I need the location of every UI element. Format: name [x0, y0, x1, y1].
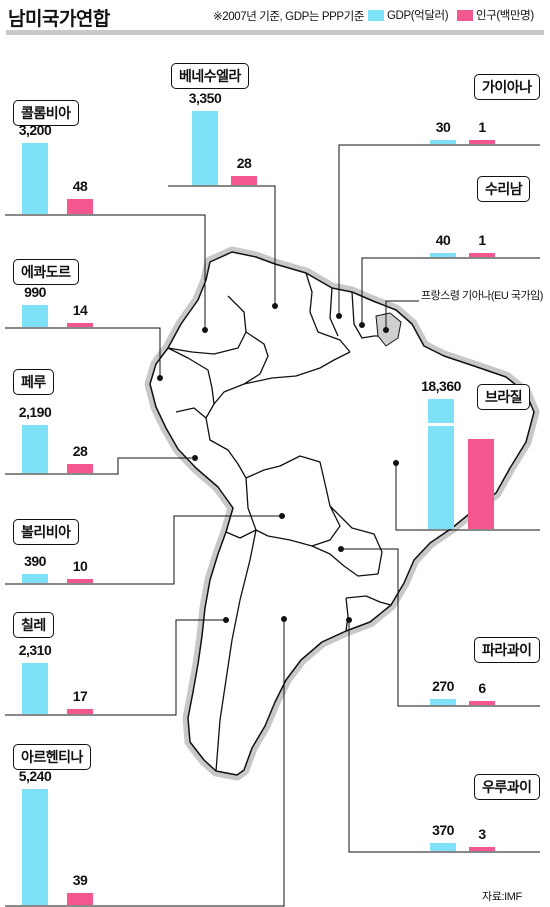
- gdp-bar-brazil: [428, 399, 454, 529]
- gdp-value-colombia: 3,200: [18, 122, 52, 139]
- population-value-suriname: 1: [478, 232, 486, 248]
- label-guyana: 가이아나: [474, 74, 540, 100]
- label-ecuador: 에콰도르: [13, 259, 79, 285]
- gdp-bar-suriname: [430, 253, 456, 257]
- gdp-value-bolivia: 390: [24, 553, 46, 570]
- callout-uruguay: [348, 620, 540, 853]
- population-value-bolivia: 10: [72, 558, 88, 574]
- gdp-value-uruguay: 370: [432, 821, 454, 838]
- label-suriname: 수리남: [477, 176, 531, 202]
- callout-suriname: [361, 257, 540, 325]
- label-brazil: 브라질: [477, 384, 531, 410]
- gdp-bar-ecuador: [22, 305, 48, 327]
- population-bar-argentina: [67, 893, 93, 905]
- gdp-value-peru: 2,190: [18, 403, 52, 420]
- gdp-value-chile: 2,310: [18, 641, 52, 658]
- marker-brazil: [393, 460, 399, 466]
- gdp-value-suriname: 40: [435, 232, 451, 248]
- label-colombia: 콜롬비아: [13, 100, 79, 126]
- marker-uruguay: [346, 617, 352, 623]
- population-value-argentina: 39: [72, 872, 88, 889]
- country-borders: [167, 272, 392, 772]
- marker-venezuela: [272, 303, 278, 309]
- population-value-uruguay: 3: [478, 826, 486, 842]
- callout-peru: [5, 457, 195, 475]
- label-paraguay: 파라과이: [474, 637, 540, 663]
- gdp-bar-guyana: [430, 140, 456, 144]
- population-bar-brazil: [468, 439, 494, 529]
- label-uruguay: 우루과이: [474, 774, 540, 800]
- population-bar-chile: [67, 708, 93, 714]
- gdp-bar-chile: [22, 662, 48, 714]
- callout-chile: [5, 619, 226, 716]
- label-french-guiana: 프랑스령 기아나(EU 국가임): [419, 287, 545, 303]
- marker-colombia: [202, 327, 208, 333]
- source-note: 자료:IMF: [482, 891, 522, 903]
- gdp-value-venezuela: 3,350: [188, 89, 222, 106]
- population-value-colombia: 48: [72, 178, 88, 195]
- marker-paraguay: [338, 546, 344, 552]
- callout-colombia: [5, 214, 206, 330]
- population-value-ecuador: 14: [72, 301, 88, 318]
- legend-population-label: 인구(백만명): [476, 10, 534, 22]
- callout-bolivia: [5, 515, 282, 585]
- gdp-bar-peru: [22, 424, 48, 473]
- legend-population: 인구(백만명): [457, 7, 534, 23]
- label-bolivia: 볼리비아: [13, 519, 79, 545]
- callout-argentina: [5, 619, 285, 907]
- gdp-bar-uruguay: [430, 842, 456, 851]
- gdp-value-guyana: 30: [435, 119, 451, 135]
- population-bar-bolivia: [67, 579, 93, 583]
- label-chile: 칠레: [13, 612, 54, 638]
- marker-guyana: [336, 313, 342, 319]
- legend-gdp: GDP(억달러): [368, 7, 449, 23]
- label-venezuela: 베네수엘라: [171, 63, 249, 89]
- population-bar-ecuador: [67, 322, 93, 327]
- gdp-bar-argentina: [22, 789, 48, 905]
- population-bar-suriname: [469, 253, 495, 257]
- callout-guyana: [338, 144, 540, 316]
- gdp-bar-venezuela: [192, 110, 218, 185]
- gdp-bar-paraguay: [430, 699, 456, 705]
- population-bar-uruguay: [469, 847, 495, 851]
- marker-ecuador: [157, 375, 163, 381]
- gdp-value-brazil: 18,360: [421, 378, 461, 394]
- population-value-peru: 28: [72, 443, 88, 460]
- population-bar-peru: [67, 464, 93, 473]
- callout-brazil: [395, 463, 540, 531]
- callout-paraguay: [341, 548, 540, 707]
- marker-chile: [223, 617, 229, 623]
- marker-french-guiana: [383, 327, 389, 333]
- population-value-paraguay: 6: [478, 680, 486, 696]
- marker-suriname: [359, 322, 365, 328]
- population-bar-guyana: [469, 140, 495, 144]
- marker-peru: [192, 455, 198, 461]
- title-underline: [6, 30, 544, 35]
- legend-gdp-label: GDP(억달러): [387, 10, 449, 22]
- page-title: 남미국가연합: [8, 9, 110, 30]
- population-bar-paraguay: [469, 701, 495, 705]
- gdp-value-paraguay: 270: [432, 678, 454, 695]
- population-bar-colombia: [67, 199, 93, 214]
- legend-population-swatch: [457, 9, 473, 21]
- legend-gdp-swatch: [368, 9, 384, 21]
- label-peru: 페루: [13, 369, 54, 395]
- gdp-bar-bolivia: [22, 574, 48, 583]
- marker-argentina: [281, 616, 287, 622]
- population-value-venezuela: 28: [236, 155, 252, 172]
- callout-french-guiana: [385, 300, 540, 330]
- callout-venezuela: [168, 185, 276, 306]
- basis-note: ※2007년 기준, GDP는 PPP기준: [213, 11, 365, 23]
- label-argentina: 아르헨티나: [13, 744, 91, 770]
- marker-bolivia: [279, 513, 285, 519]
- gdp-value-argentina: 5,240: [18, 768, 52, 784]
- population-value-guyana: 1: [478, 119, 486, 135]
- gdp-value-ecuador: 990: [24, 284, 46, 301]
- population-bar-venezuela: [231, 176, 257, 185]
- population-value-chile: 17: [72, 687, 88, 704]
- gdp-bar-colombia: [22, 143, 48, 214]
- callout-ecuador: [5, 327, 161, 378]
